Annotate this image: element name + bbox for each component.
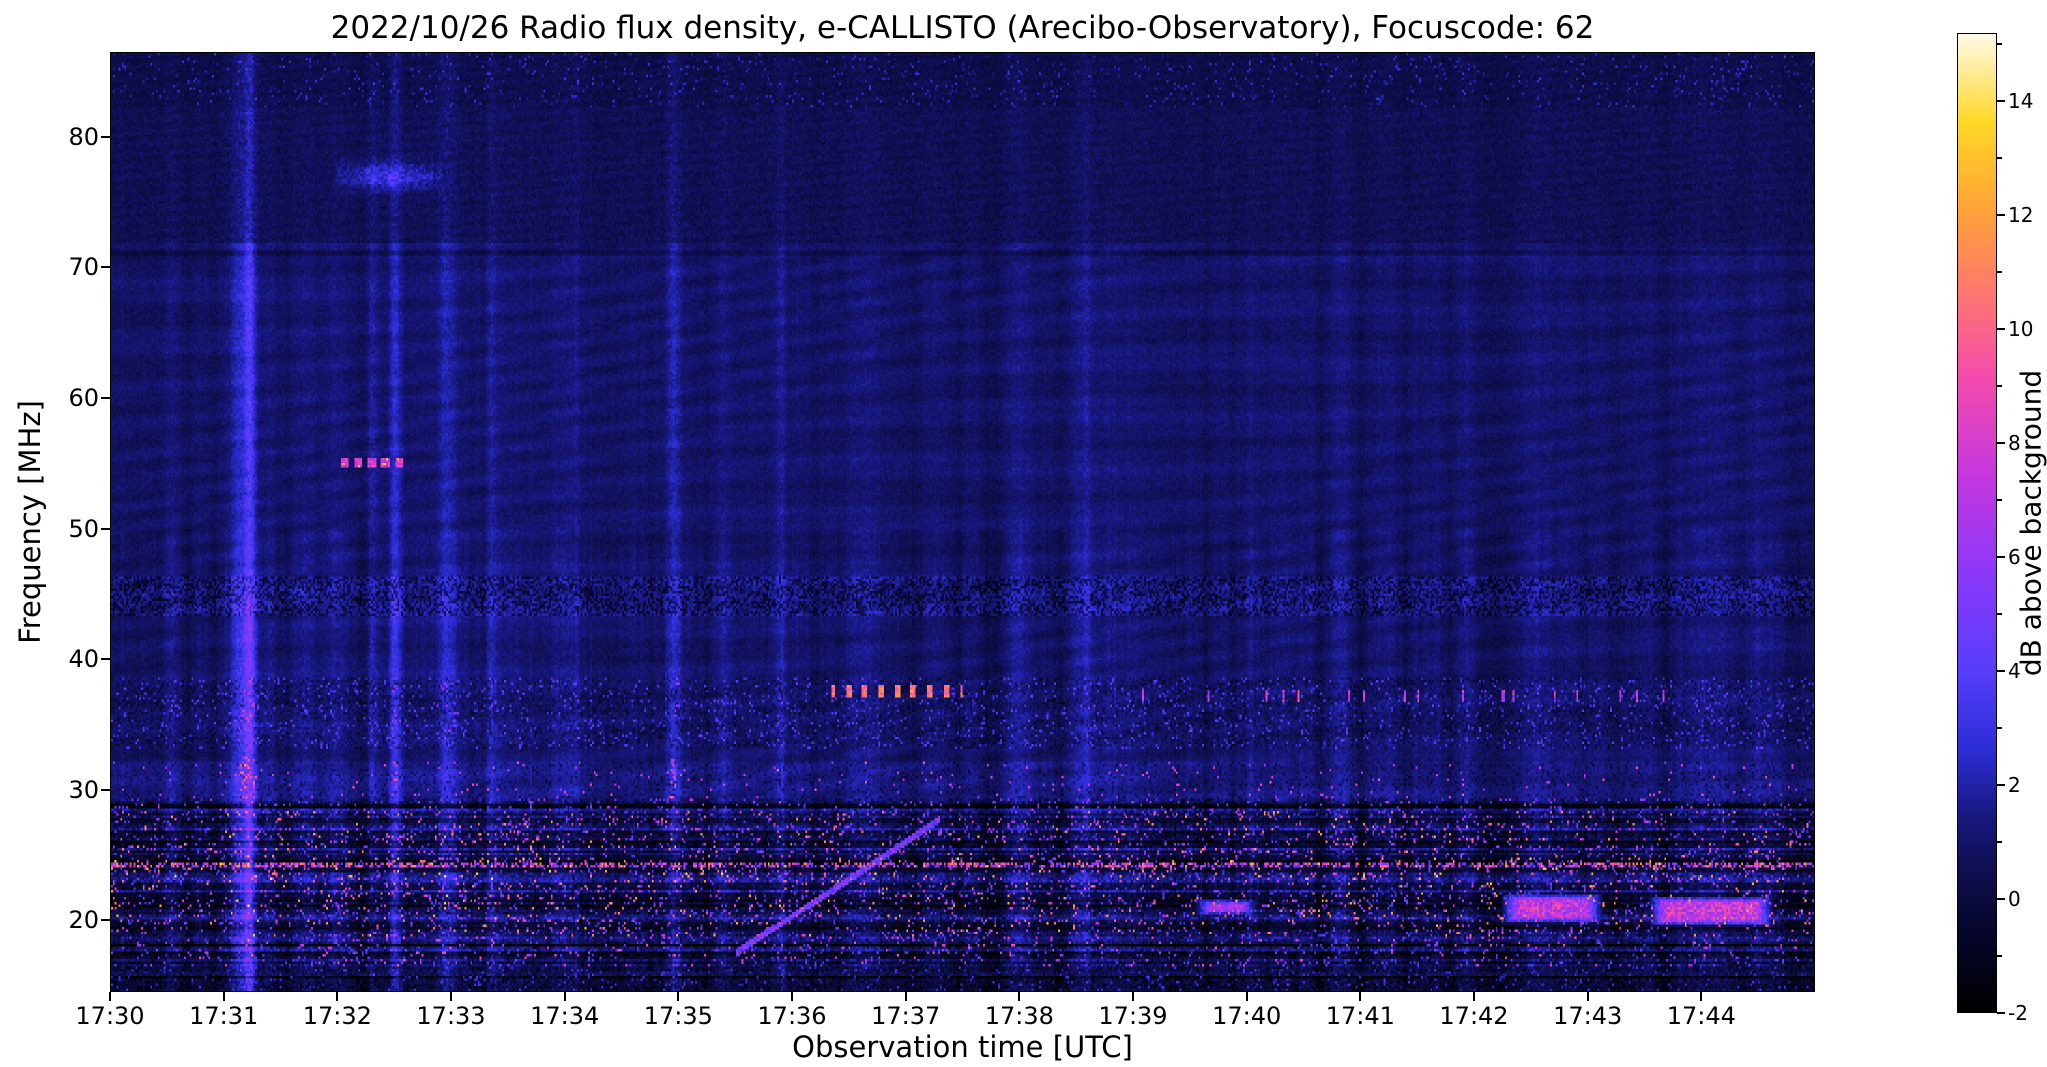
colorbar-minor-tick-mark xyxy=(1997,157,2002,160)
colorbar-tick-mark xyxy=(1997,328,2005,331)
x-tick-mark xyxy=(1473,992,1475,1001)
colorbar-tick-label: 10 xyxy=(2008,317,2034,342)
y-tick-mark xyxy=(101,135,110,138)
spectrogram-plot xyxy=(110,52,1815,992)
y-tick-mark xyxy=(101,658,110,661)
colorbar-tick-mark xyxy=(1997,784,2005,787)
x-tick-mark xyxy=(1245,992,1248,1001)
x-tick-mark xyxy=(1359,992,1362,1001)
colorbar-tick-label: 4 xyxy=(2008,659,2021,684)
y-tick-mark xyxy=(101,527,110,530)
y-tick-label: 30 xyxy=(68,775,99,804)
colorbar-minor-tick-mark xyxy=(1997,727,2002,730)
x-tick-mark xyxy=(904,992,907,1001)
x-tick-mark xyxy=(677,992,680,1001)
colorbar-tick-label: 6 xyxy=(2008,545,2021,570)
colorbar-tick-mark xyxy=(1997,214,2005,217)
y-tick-label: 70 xyxy=(68,253,99,282)
x-tick-mark xyxy=(336,992,339,1001)
x-tick-label: 17:42 xyxy=(1439,1002,1509,1030)
y-tick-mark xyxy=(101,266,110,269)
y-tick-label: 80 xyxy=(68,122,99,151)
x-tick-mark xyxy=(1018,992,1021,1001)
colorbar-tick-mark xyxy=(1997,556,2005,559)
x-tick-label: 17:41 xyxy=(1325,1002,1395,1030)
x-tick-mark xyxy=(1586,992,1589,1001)
colorbar-tick-mark xyxy=(1997,442,2005,445)
x-tick-label: 17:32 xyxy=(302,1002,372,1030)
x-tick-mark xyxy=(1132,992,1134,1001)
x-tick-mark xyxy=(109,992,111,1001)
spectrogram-canvas xyxy=(111,53,1814,991)
colorbar-minor-tick-mark xyxy=(1997,43,2002,46)
colorbar-minor-tick-mark xyxy=(1997,385,2002,388)
x-tick-label: 17:44 xyxy=(1666,1002,1736,1030)
y-tick-mark xyxy=(101,788,110,791)
colorbar-tick-label: -2 xyxy=(2008,1001,2028,1025)
colorbar-tick-mark xyxy=(1997,670,2005,673)
x-tick-label: 17:33 xyxy=(416,1002,486,1030)
x-tick-label: 17:30 xyxy=(75,1002,145,1030)
x-tick-label: 17:43 xyxy=(1553,1002,1623,1030)
colorbar-canvas xyxy=(1958,34,1996,1012)
x-tick-mark xyxy=(222,992,225,1001)
chart-title: 2022/10/26 Radio flux density, e-CALLIST… xyxy=(330,10,1595,46)
x-tick-mark xyxy=(1700,992,1703,1001)
x-tick-label: 17:38 xyxy=(984,1002,1054,1030)
x-tick-label: 17:37 xyxy=(871,1002,941,1030)
y-tick-label: 20 xyxy=(68,906,99,935)
colorbar-tick-label: 12 xyxy=(2008,203,2034,228)
colorbar-minor-tick-mark xyxy=(1997,499,2002,502)
x-tick-label: 17:31 xyxy=(189,1002,259,1030)
y-tick-label: 40 xyxy=(68,645,99,674)
colorbar-tick-mark xyxy=(1997,1012,2005,1014)
colorbar-tick-label: 0 xyxy=(2008,887,2021,912)
x-tick-mark xyxy=(791,992,793,1001)
x-tick-label: 17:40 xyxy=(1212,1002,1282,1030)
colorbar-tick-label: 8 xyxy=(2008,431,2021,456)
x-tick-label: 17:34 xyxy=(530,1002,600,1030)
x-tick-label: 17:36 xyxy=(757,1002,827,1030)
y-tick-label: 60 xyxy=(68,383,99,412)
colorbar xyxy=(1957,33,1997,1013)
colorbar-tick-label: 14 xyxy=(2008,89,2034,114)
x-axis-label: Observation time [UTC] xyxy=(792,1030,1133,1064)
colorbar-minor-tick-mark xyxy=(1997,613,2002,616)
colorbar-tick-mark xyxy=(1997,898,2005,901)
colorbar-minor-tick-mark xyxy=(1997,271,2002,274)
x-tick-mark xyxy=(450,992,452,1001)
x-tick-label: 17:39 xyxy=(1098,1002,1168,1030)
x-tick-mark xyxy=(563,992,566,1001)
colorbar-minor-tick-mark xyxy=(1997,955,2002,958)
colorbar-tick-mark xyxy=(1997,100,2005,103)
colorbar-label: dB above background xyxy=(2014,369,2047,677)
colorbar-tick-label: 2 xyxy=(2008,773,2021,798)
y-tick-mark xyxy=(101,396,110,399)
colorbar-minor-tick-mark xyxy=(1997,841,2002,844)
y-tick-label: 50 xyxy=(68,514,99,543)
y-tick-mark xyxy=(101,919,110,922)
x-tick-label: 17:35 xyxy=(643,1002,713,1030)
